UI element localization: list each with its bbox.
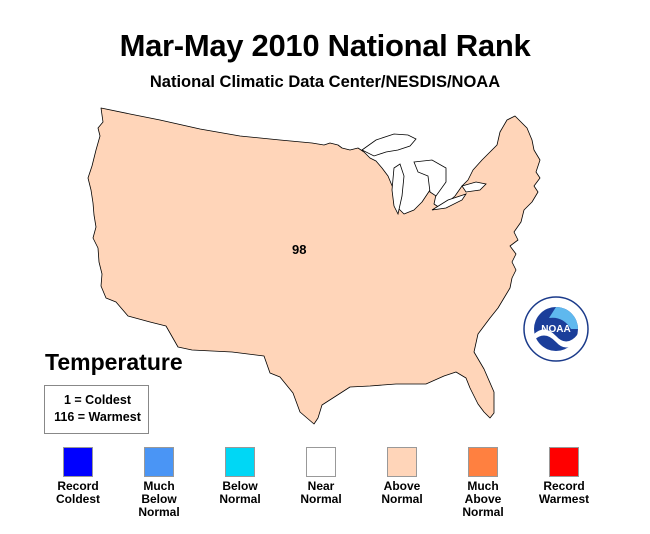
legend-swatch-label: Record Coldest — [55, 479, 100, 506]
map-subtitle: National Climatic Data Center/NESDIS/NOA… — [149, 73, 501, 91]
legend-swatch — [225, 447, 255, 477]
lake-huron — [413, 159, 447, 197]
contiguous-us-region — [87, 107, 541, 425]
noaa-logo: NOAA — [523, 296, 589, 362]
map-title: Mar-May 2010 National Rank — [119, 28, 531, 63]
legend-swatch — [549, 447, 579, 477]
legend-swatch-label: Record Warmest — [538, 479, 590, 506]
legend-swatch — [63, 447, 93, 477]
legend-swatch — [387, 447, 417, 477]
lake-superior — [361, 133, 417, 157]
legend-swatch — [306, 447, 336, 477]
lake-erie — [431, 193, 467, 211]
legend-swatch — [468, 447, 498, 477]
rank-key-warmest: 116 = Warmest — [54, 410, 141, 424]
legend-swatch-label: Near Normal — [300, 479, 342, 506]
rank-key-coldest: 1 = Coldest — [63, 393, 132, 407]
lake-ontario — [461, 181, 487, 193]
noaa-logo-text: NOAA — [541, 324, 570, 335]
national-rank-value: 98 — [292, 242, 307, 257]
legend-swatch-label: Much Below Normal — [138, 479, 180, 519]
legend-swatch-label: Much Above Normal — [462, 479, 504, 519]
rank-key-box: 1 = Coldest 116 = Warmest — [44, 385, 149, 434]
legend-swatch-label: Below Normal — [219, 479, 261, 506]
legend-title: Temperature — [45, 349, 183, 375]
lake-michigan — [391, 163, 405, 216]
legend-swatch-label: Above Normal — [381, 479, 423, 506]
legend-swatch — [144, 447, 174, 477]
